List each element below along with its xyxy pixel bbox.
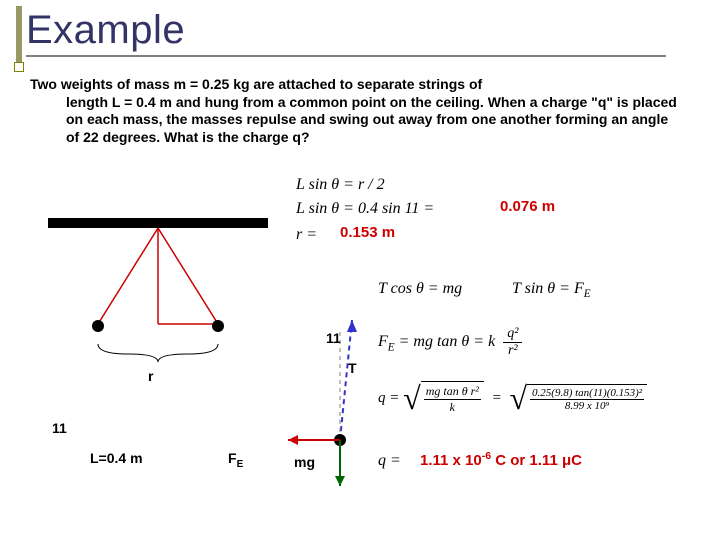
- eq-lsin-val: L sin θ = 0.4 sin 11 =: [296, 200, 434, 218]
- eq-tsin: T sin θ = FE: [512, 280, 591, 300]
- FE-label: FE: [228, 450, 243, 470]
- eq-r: r =: [296, 226, 317, 244]
- title-accent-bar: [16, 6, 22, 66]
- problem-line2: length L = 0.4 m and hung from a common …: [30, 94, 684, 147]
- eq-q-sqrt: q = √ mg tan θ r² k = √ 0.25(9.8) tan(11…: [378, 380, 647, 417]
- ans-final: 1.11 x 10-6 C or 1.11 μC: [420, 450, 582, 470]
- problem-text: Two weights of mass m = 0.25 kg are atta…: [30, 76, 684, 146]
- title-underline: [26, 55, 666, 57]
- title-accent-square: [14, 62, 24, 72]
- r-label: r: [148, 368, 153, 384]
- eq-lsin-r2: L sin θ = r / 2: [296, 176, 385, 194]
- T-label: T: [348, 360, 357, 376]
- problem-line1: Two weights of mass m = 0.25 kg are atta…: [30, 76, 482, 92]
- L-label: L=0.4 m: [90, 450, 143, 466]
- angle-11-left: 11: [52, 420, 67, 436]
- ans-0153: 0.153 m: [340, 224, 395, 242]
- angle-11-fbd: 11: [326, 330, 341, 346]
- slide-title: Example: [26, 8, 680, 53]
- title-block: Example: [26, 8, 680, 57]
- pendulum-diagram: [48, 214, 268, 394]
- ans-0076: 0.076 m: [500, 198, 555, 216]
- mg-label: mg: [294, 454, 315, 470]
